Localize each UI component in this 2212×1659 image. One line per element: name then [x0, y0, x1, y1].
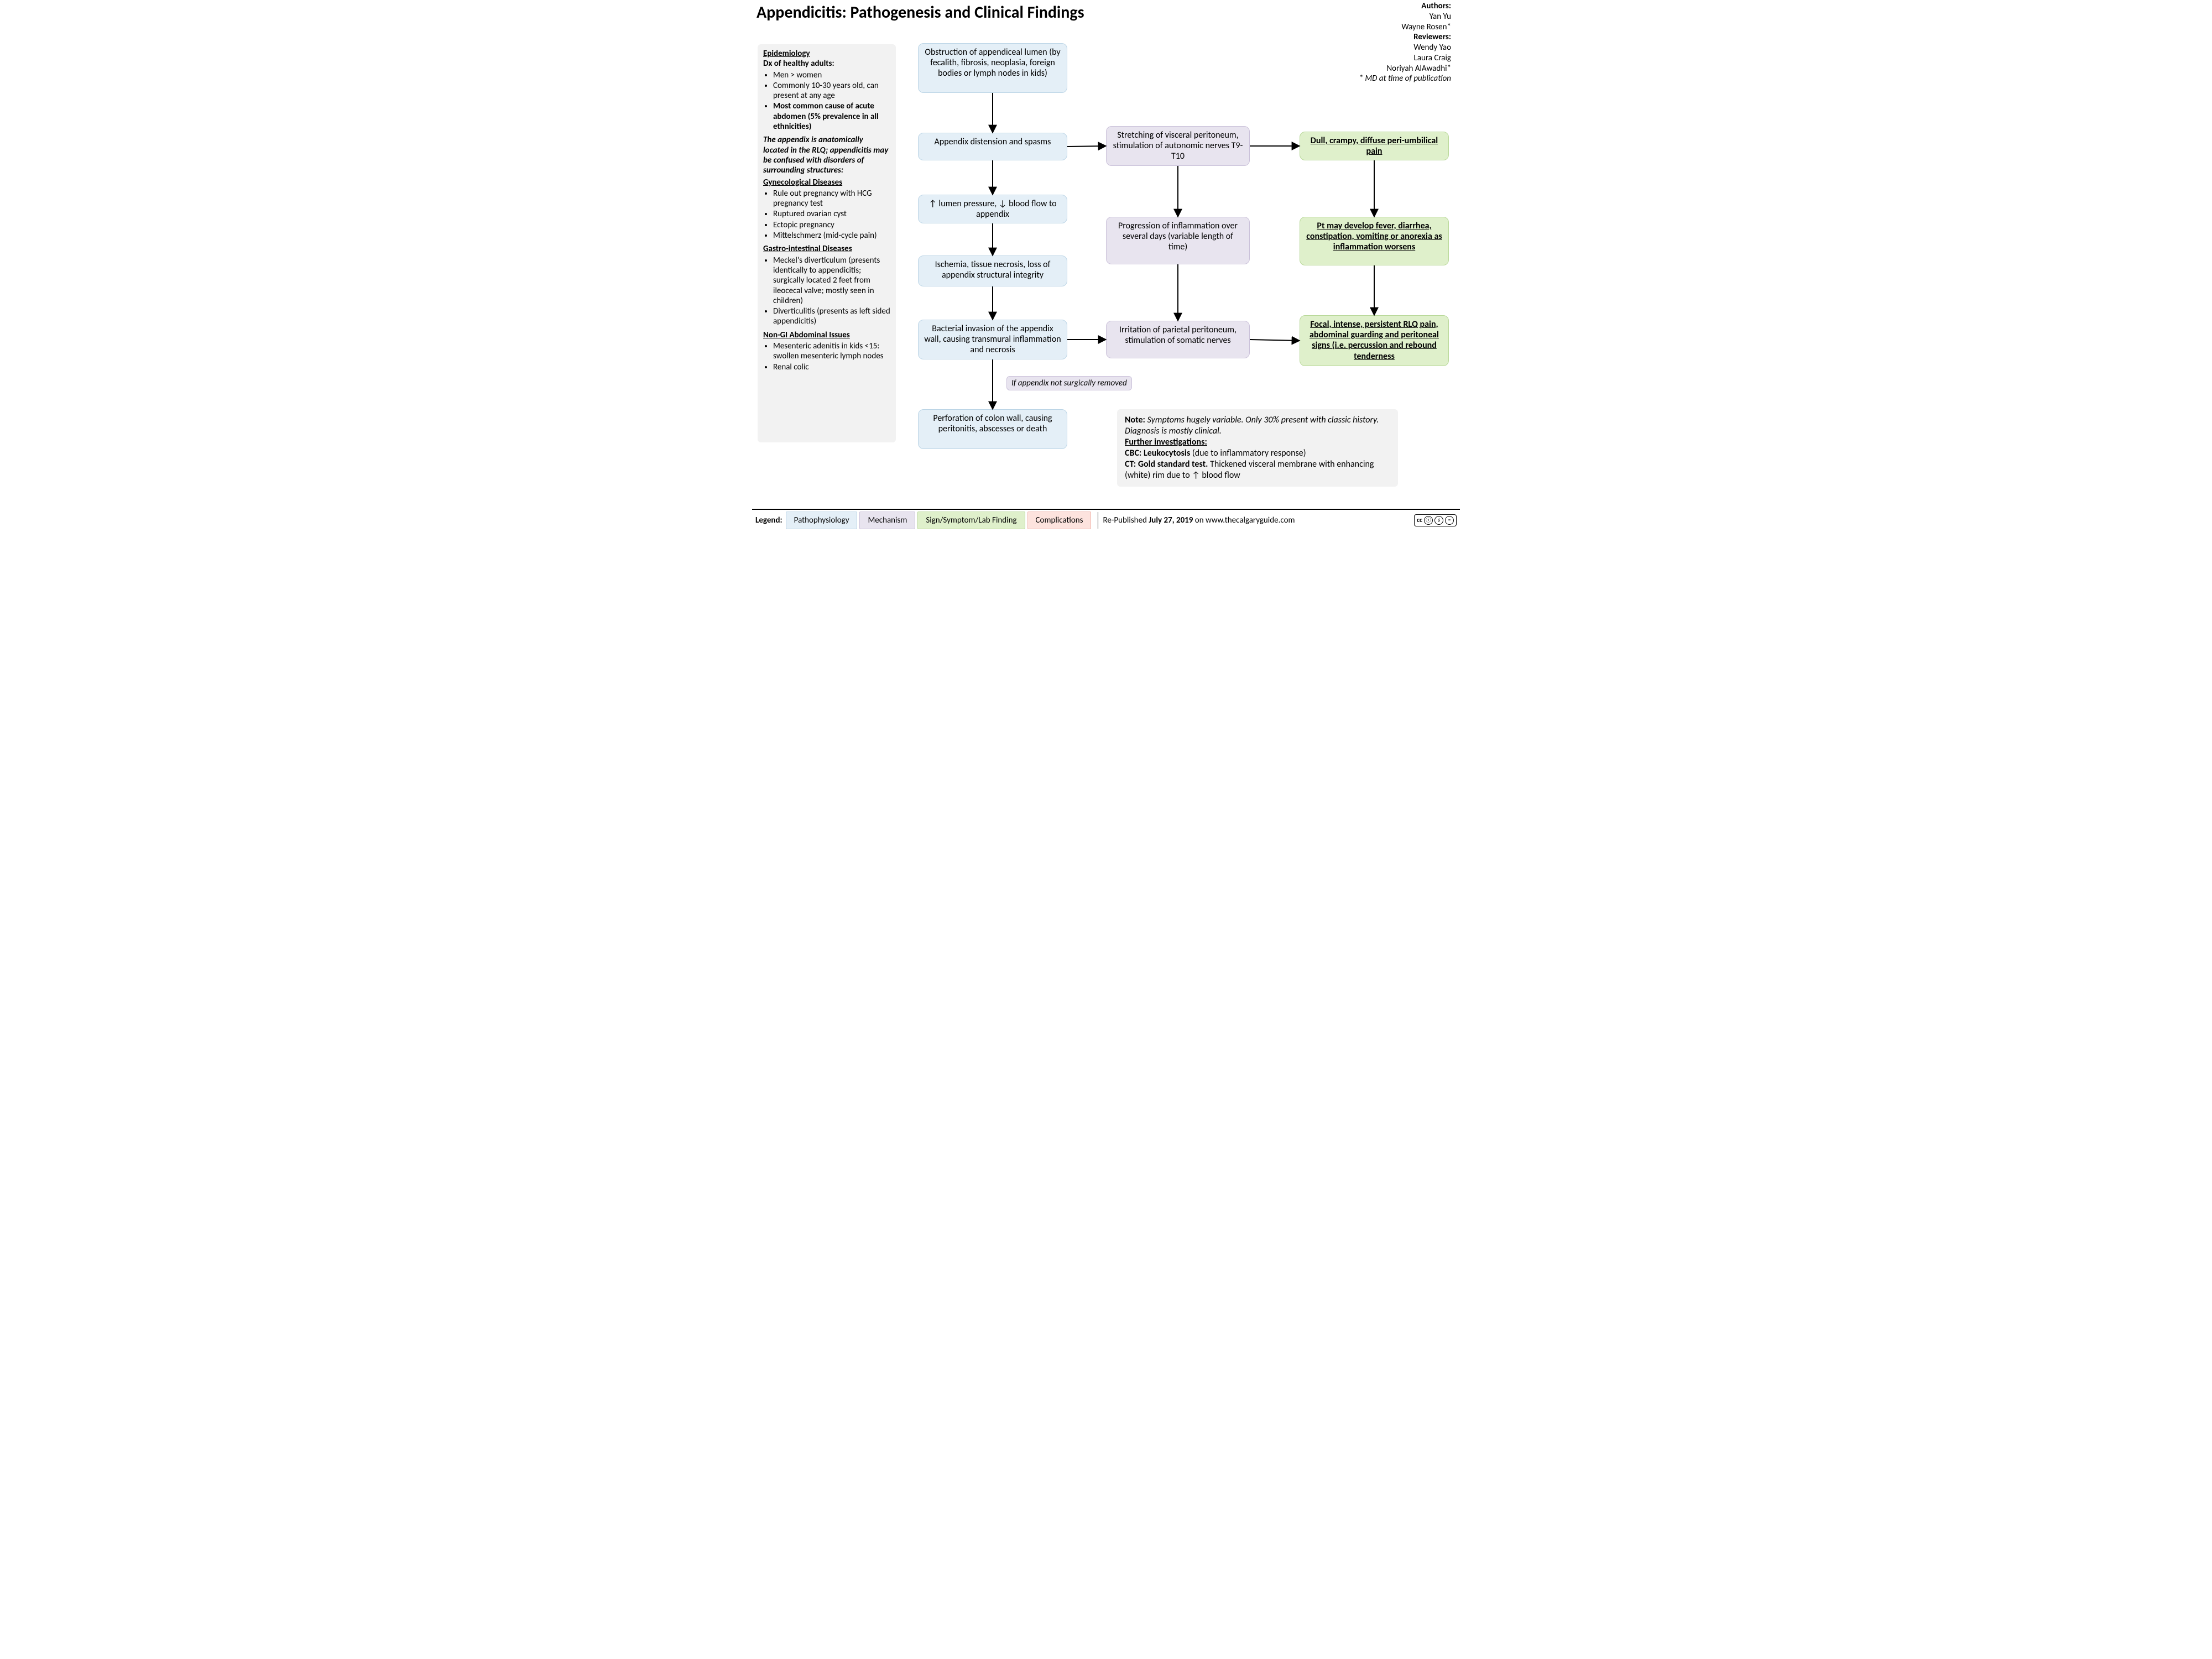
cc-license-icon: cc①$= — [1414, 514, 1457, 526]
legend-bar: Legend: PathophysiologyMechanismSign/Sym… — [752, 509, 1460, 531]
publication-info: Re-Published July 27, 2019 on www.thecal… — [1103, 515, 1413, 525]
legend-swatch: Mechanism — [859, 512, 915, 529]
dx-heading: Dx of healthy adults: — [763, 59, 890, 69]
list-item: Ruptured ovarian cyst — [773, 209, 890, 219]
list-item: Renal colic — [773, 362, 890, 372]
author-0: Yan Yu — [1430, 12, 1451, 22]
gyn-list: Rule out pregnancy with HCG pregnancy te… — [763, 189, 890, 241]
gi-heading: Gastro-intestinal Diseases — [763, 244, 890, 254]
node-pressure: ↑ lumen pressure, ↓ blood flow to append… — [918, 195, 1067, 223]
legend-swatch: Complications — [1027, 512, 1092, 529]
node-fever-symptoms: Pt may develop fever, diarrhea, constipa… — [1300, 217, 1449, 265]
legend-label: Legend: — [755, 515, 782, 525]
page-title: Appendicitis: Pathogenesis and Clinical … — [757, 2, 1084, 23]
epi-heading: Epidemiology — [763, 49, 890, 59]
nongi-list: Mesenteric adenitis in kids <15: swollen… — [763, 341, 890, 372]
list-item: Mesenteric adenitis in kids <15: swollen… — [773, 341, 890, 362]
reviewer-1: Laura Craig — [1414, 53, 1451, 63]
reviewer-0: Wendy Yao — [1413, 43, 1451, 53]
legend-swatch: Pathophysiology — [786, 512, 858, 529]
node-parietal-irritation: Irritation of parietal peritoneum, stimu… — [1106, 321, 1250, 358]
cbc-label: CBC: Leukocytosis — [1125, 448, 1190, 458]
gyn-heading: Gynecological Diseases — [763, 178, 890, 187]
authors-block: Authors: Yan Yu Wayne Rosen* Reviewers: … — [1329, 1, 1451, 84]
further-inv-heading: Further investigations: — [1125, 437, 1207, 447]
nongi-heading: Non-GI Abdominal Issues — [763, 330, 890, 340]
node-perforation: Perforation of colon wall, causing perit… — [918, 409, 1067, 449]
node-rlq-pain: Focal, intense, persistent RLQ pain, abd… — [1300, 315, 1449, 366]
note-text: Symptoms hugely variable. Only 30% prese… — [1125, 415, 1379, 436]
reviewer-2: Noriyah AlAwadhi* — [1387, 64, 1452, 74]
authors-footnote: * MD at time of publication — [1359, 74, 1451, 84]
sidenote-if-not-removed: If appendix not surgically removed — [1006, 376, 1132, 390]
authors-label: Authors: — [1421, 1, 1451, 11]
gi-list: Meckel's diverticulum (presents identica… — [763, 255, 890, 327]
ct-label: CT: Gold standard test. — [1125, 459, 1208, 469]
list-item: Rule out pregnancy with HCG pregnancy te… — [773, 189, 890, 209]
list-item: Most common cause of acute abdomen (5% p… — [773, 101, 890, 132]
note-label: Note: — [1125, 415, 1145, 425]
author-1: Wayne Rosen* — [1401, 22, 1451, 32]
list-item: Commonly 10-30 years old, can present at… — [773, 81, 890, 101]
node-ischemia: Ischemia, tissue necrosis, loss of appen… — [918, 255, 1067, 286]
epidemiology-sidebar: Epidemiology Dx of healthy adults: Men >… — [758, 44, 896, 442]
node-bacterial: Bacterial invasion of the appendix wall,… — [918, 320, 1067, 359]
anat-note: The appendix is anatomically located in … — [763, 135, 890, 175]
note-box: Note: Symptoms hugely variable. Only 30%… — [1117, 409, 1398, 487]
list-item: Mittelschmerz (mid-cycle pain) — [773, 231, 890, 241]
list-item: Ectopic pregnancy — [773, 220, 890, 230]
cbc-text: (due to inflammatory response) — [1190, 448, 1306, 458]
list-item: Meckel's diverticulum (presents identica… — [773, 255, 890, 306]
node-periumbilical-pain: Dull, crampy, diffuse peri-umbilical pai… — [1300, 132, 1449, 160]
dx-list: Men > womenCommonly 10-30 years old, can… — [763, 70, 890, 132]
reviewers-label: Reviewers: — [1413, 32, 1451, 42]
node-progression: Progression of inflammation over several… — [1106, 217, 1250, 264]
list-item: Diverticulitis (presents as left sided a… — [773, 306, 890, 327]
node-distension: Appendix distension and spasms — [918, 133, 1067, 160]
node-visceral-stretch: Stretching of visceral peritoneum, stimu… — [1106, 126, 1250, 166]
node-obstruction: Obstruction of appendiceal lumen (by fec… — [918, 43, 1067, 93]
list-item: Men > women — [773, 70, 890, 80]
legend-swatch: Sign/Symptom/Lab Finding — [917, 512, 1025, 529]
